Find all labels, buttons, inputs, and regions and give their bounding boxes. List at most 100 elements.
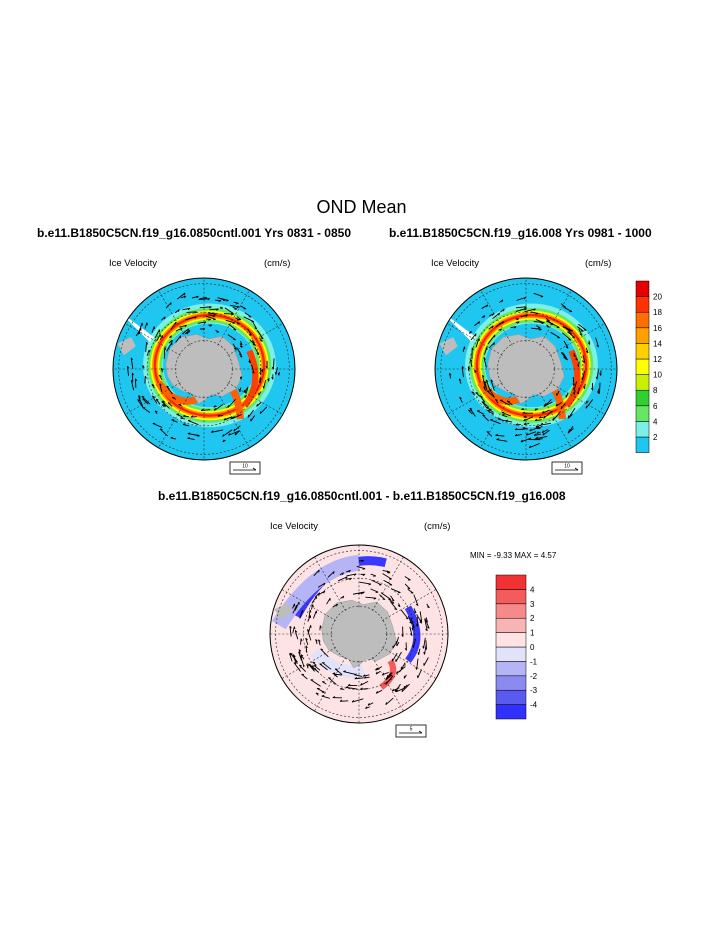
velocity-vector	[345, 686, 358, 690]
colorbar-tick-label: -4	[530, 701, 538, 710]
velocity-vector	[171, 419, 178, 423]
velocity-vector-head	[591, 387, 594, 391]
colorbar-segment	[635, 280, 650, 297]
velocity-vector-head	[131, 380, 134, 383]
map-field-2	[435, 278, 617, 460]
reference-vector-box	[551, 461, 583, 475]
velocity-vector-head	[321, 695, 325, 697]
velocity-vector	[346, 573, 357, 577]
colorbar-segment	[495, 689, 527, 705]
velocity-vector-head	[305, 637, 308, 641]
velocity-vector-head	[190, 415, 194, 418]
velocity-vector-head	[332, 672, 336, 675]
panel3-colorbar: 4 3 2 1 0 -1 -2 -3 -4	[495, 574, 538, 720]
velocity-vector	[379, 594, 386, 600]
velocity-vector-head	[499, 328, 502, 332]
velocity-vector-head	[525, 433, 529, 436]
velocity-vector	[487, 334, 496, 345]
velocity-vector-head	[409, 621, 412, 624]
velocity-vector	[418, 648, 421, 655]
velocity-vector-head	[573, 354, 576, 358]
velocity-vector	[392, 687, 400, 692]
latitude-circle	[440, 283, 612, 455]
velocity-vector-head	[233, 428, 236, 432]
velocity-vector	[461, 366, 464, 378]
ice-speed-band-4	[475, 313, 588, 417]
velocity-vector	[205, 315, 216, 320]
velocity-vector-head	[159, 374, 162, 377]
velocity-vector	[343, 671, 355, 675]
velocity-vector-head	[375, 690, 378, 694]
velocity-vector-head	[183, 295, 187, 299]
panel1-left-label: Ice Velocity	[109, 258, 158, 269]
colorbar-segment	[635, 343, 650, 360]
velocity-vector	[209, 308, 219, 311]
velocity-vector-head	[315, 692, 319, 695]
velocity-vector-head	[161, 367, 164, 371]
velocity-vector	[535, 436, 548, 439]
colorbar-tick-label: 3	[530, 600, 535, 609]
velocity-vector	[275, 367, 279, 375]
velocity-vector-head	[141, 395, 145, 398]
velocity-vector	[424, 618, 428, 631]
velocity-vector-head	[535, 313, 539, 315]
velocity-vector-head	[582, 360, 586, 364]
velocity-vector	[289, 653, 293, 662]
velocity-vector-head	[293, 654, 296, 658]
velocity-vector-head	[194, 316, 197, 319]
velocity-vector-head	[483, 386, 486, 389]
velocity-vector	[187, 433, 200, 437]
velocity-vector-head	[248, 333, 252, 336]
velocity-vector	[423, 637, 426, 649]
velocity-vector	[416, 658, 419, 670]
velocity-vector-head	[515, 423, 519, 426]
meridian-line	[158, 290, 191, 346]
velocity-vector-head	[306, 664, 309, 667]
velocity-vector	[294, 630, 299, 640]
velocity-vector	[201, 409, 211, 412]
velocity-vector-head	[163, 316, 166, 320]
velocity-vector	[214, 404, 224, 411]
velocity-vector-head	[536, 431, 539, 434]
velocity-vector	[505, 420, 513, 423]
velocity-vector-head	[491, 325, 494, 329]
velocity-vector	[318, 639, 321, 646]
polar-map-1	[112, 277, 296, 461]
velocity-vector	[507, 401, 513, 406]
velocity-vector-head	[597, 391, 600, 394]
colorbar-segment	[635, 405, 650, 422]
velocity-vector-head	[573, 392, 575, 395]
colorbar-tick-label: 0	[530, 643, 535, 652]
velocity-vector-head	[236, 306, 240, 309]
velocity-vector	[390, 588, 401, 593]
velocity-vector	[298, 664, 307, 672]
velocity-vector	[145, 342, 148, 353]
velocity-vector	[488, 342, 495, 349]
velocity-vector	[166, 385, 173, 395]
velocity-vector	[130, 380, 135, 391]
velocity-vector-head	[209, 324, 213, 327]
velocity-vector-head	[528, 445, 532, 449]
velocity-vector	[263, 379, 266, 389]
velocity-vector	[529, 427, 538, 432]
velocity-vector-head	[523, 297, 527, 300]
velocity-vector	[191, 295, 199, 299]
velocity-vector	[130, 357, 134, 369]
velocity-vector	[326, 597, 331, 605]
velocity-vector-head	[524, 307, 527, 311]
velocity-vector	[247, 409, 254, 418]
velocity-vector	[227, 334, 236, 341]
velocity-vector-head	[170, 302, 172, 306]
velocity-vector-head	[404, 648, 407, 651]
velocity-vector-head	[534, 408, 537, 411]
velocity-vector-head	[343, 670, 346, 672]
velocity-vector	[404, 583, 411, 590]
meridian-line	[480, 290, 513, 346]
velocity-vector-head	[256, 352, 260, 356]
velocity-vector-head	[468, 409, 471, 412]
velocity-vector	[230, 305, 240, 308]
velocity-vector-head	[520, 439, 523, 443]
velocity-vector-head	[167, 402, 171, 404]
velocity-vector-head	[459, 396, 462, 399]
velocity-vector-head	[277, 372, 280, 376]
